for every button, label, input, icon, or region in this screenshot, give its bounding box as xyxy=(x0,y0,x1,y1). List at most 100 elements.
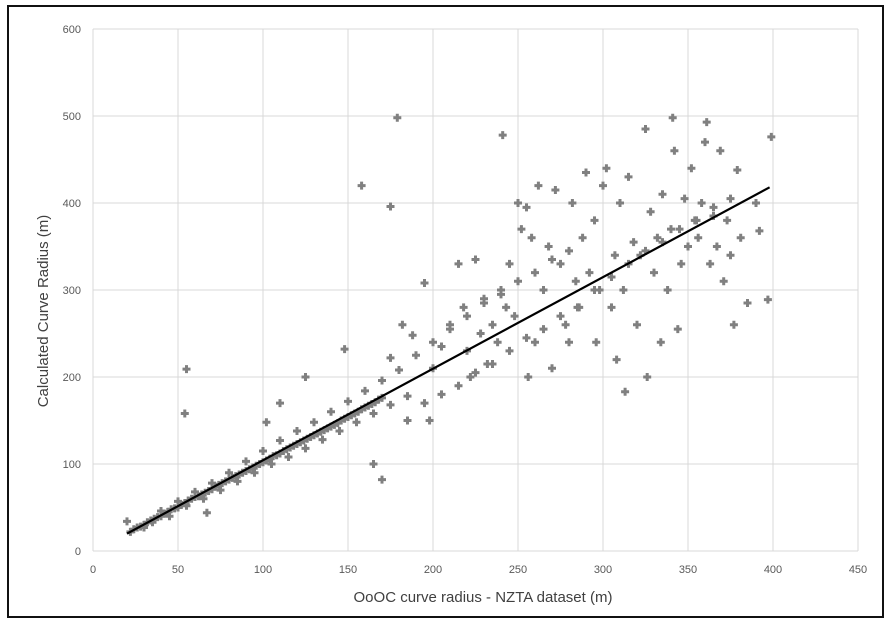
y-tick-label: 600 xyxy=(63,24,81,36)
data-point xyxy=(653,233,662,242)
data-point xyxy=(344,413,352,422)
data-point xyxy=(259,458,267,467)
data-point xyxy=(709,203,718,212)
data-point xyxy=(763,295,772,304)
data-point xyxy=(480,294,488,303)
data-point xyxy=(437,390,446,399)
data-point xyxy=(284,453,293,462)
data-point xyxy=(673,325,682,334)
data-point xyxy=(498,131,507,140)
data-point xyxy=(522,203,531,212)
trendline-group xyxy=(126,186,771,535)
data-point xyxy=(354,407,363,416)
data-point xyxy=(483,359,492,368)
data-point xyxy=(531,268,539,277)
data-point xyxy=(701,138,709,147)
data-point xyxy=(250,468,259,477)
data-point xyxy=(378,376,386,385)
data-point xyxy=(514,277,522,286)
y-tick-label: 300 xyxy=(63,285,81,297)
data-point xyxy=(702,118,711,127)
data-point xyxy=(340,414,349,423)
x-tick-label: 450 xyxy=(849,564,867,576)
data-point xyxy=(723,216,732,225)
x-tick-label: 0 xyxy=(90,564,96,576)
data-point xyxy=(692,216,701,225)
data-point xyxy=(420,399,429,408)
data-point xyxy=(306,433,315,442)
data-point xyxy=(510,312,519,321)
data-point xyxy=(719,277,728,286)
data-point xyxy=(471,368,480,377)
data-point xyxy=(276,399,284,408)
data-point xyxy=(216,486,225,495)
data-point xyxy=(612,355,621,364)
data-point xyxy=(621,387,630,396)
data-point xyxy=(733,165,742,174)
data-point xyxy=(565,246,573,255)
x-tick-label: 50 xyxy=(172,564,184,576)
tick-labels: 0 50 100 150 200 250 300 350 400 450 0 100 200 300 400… xyxy=(63,24,868,576)
data-point xyxy=(310,418,318,427)
data-point xyxy=(265,454,274,463)
data-point xyxy=(680,194,689,203)
data-point xyxy=(357,181,366,190)
data-point xyxy=(578,233,587,242)
data-point xyxy=(299,436,308,445)
data-point xyxy=(378,475,386,484)
data-point xyxy=(252,461,261,470)
data-point xyxy=(259,446,267,455)
data-point xyxy=(643,373,652,381)
data-point xyxy=(165,512,174,521)
data-point xyxy=(619,286,628,294)
data-point xyxy=(282,445,291,454)
data-point xyxy=(607,303,616,312)
data-point xyxy=(712,242,721,251)
data-point xyxy=(592,338,601,347)
data-point xyxy=(301,444,310,453)
data-point xyxy=(524,373,533,381)
data-point xyxy=(286,443,295,452)
data-point xyxy=(301,373,310,381)
data-point xyxy=(344,397,352,406)
data-point xyxy=(327,422,335,431)
data-point xyxy=(517,225,526,234)
data-point xyxy=(636,251,645,260)
data-point xyxy=(364,401,373,410)
y-axis-title: Calculated Curve Radius (m) xyxy=(35,215,52,408)
data-point xyxy=(466,373,475,381)
data-point xyxy=(551,185,560,194)
data-point xyxy=(454,259,463,268)
data-point xyxy=(208,485,216,494)
data-point xyxy=(646,207,655,216)
y-tick-label: 500 xyxy=(63,111,81,123)
data-point xyxy=(505,346,514,355)
data-point xyxy=(386,202,395,211)
data-point xyxy=(378,393,386,402)
y-tick-label: 200 xyxy=(63,372,81,384)
data-point xyxy=(123,517,131,526)
data-point xyxy=(480,299,488,308)
data-point xyxy=(539,325,548,334)
data-point xyxy=(582,168,590,177)
data-point xyxy=(347,411,356,420)
data-point xyxy=(420,279,429,288)
data-point xyxy=(463,312,471,321)
data-point xyxy=(471,255,480,264)
data-point xyxy=(323,424,332,433)
data-point xyxy=(293,426,301,435)
data-point xyxy=(248,463,257,472)
data-point xyxy=(403,392,412,401)
data-point xyxy=(337,416,346,425)
data-point xyxy=(316,427,325,436)
data-point xyxy=(318,435,327,444)
data-point xyxy=(539,286,548,294)
data-point xyxy=(374,395,383,404)
data-point xyxy=(755,226,764,235)
data-points xyxy=(123,113,776,536)
data-point xyxy=(199,494,208,503)
data-point xyxy=(262,456,271,465)
data-point xyxy=(668,113,677,122)
data-point xyxy=(369,409,378,418)
